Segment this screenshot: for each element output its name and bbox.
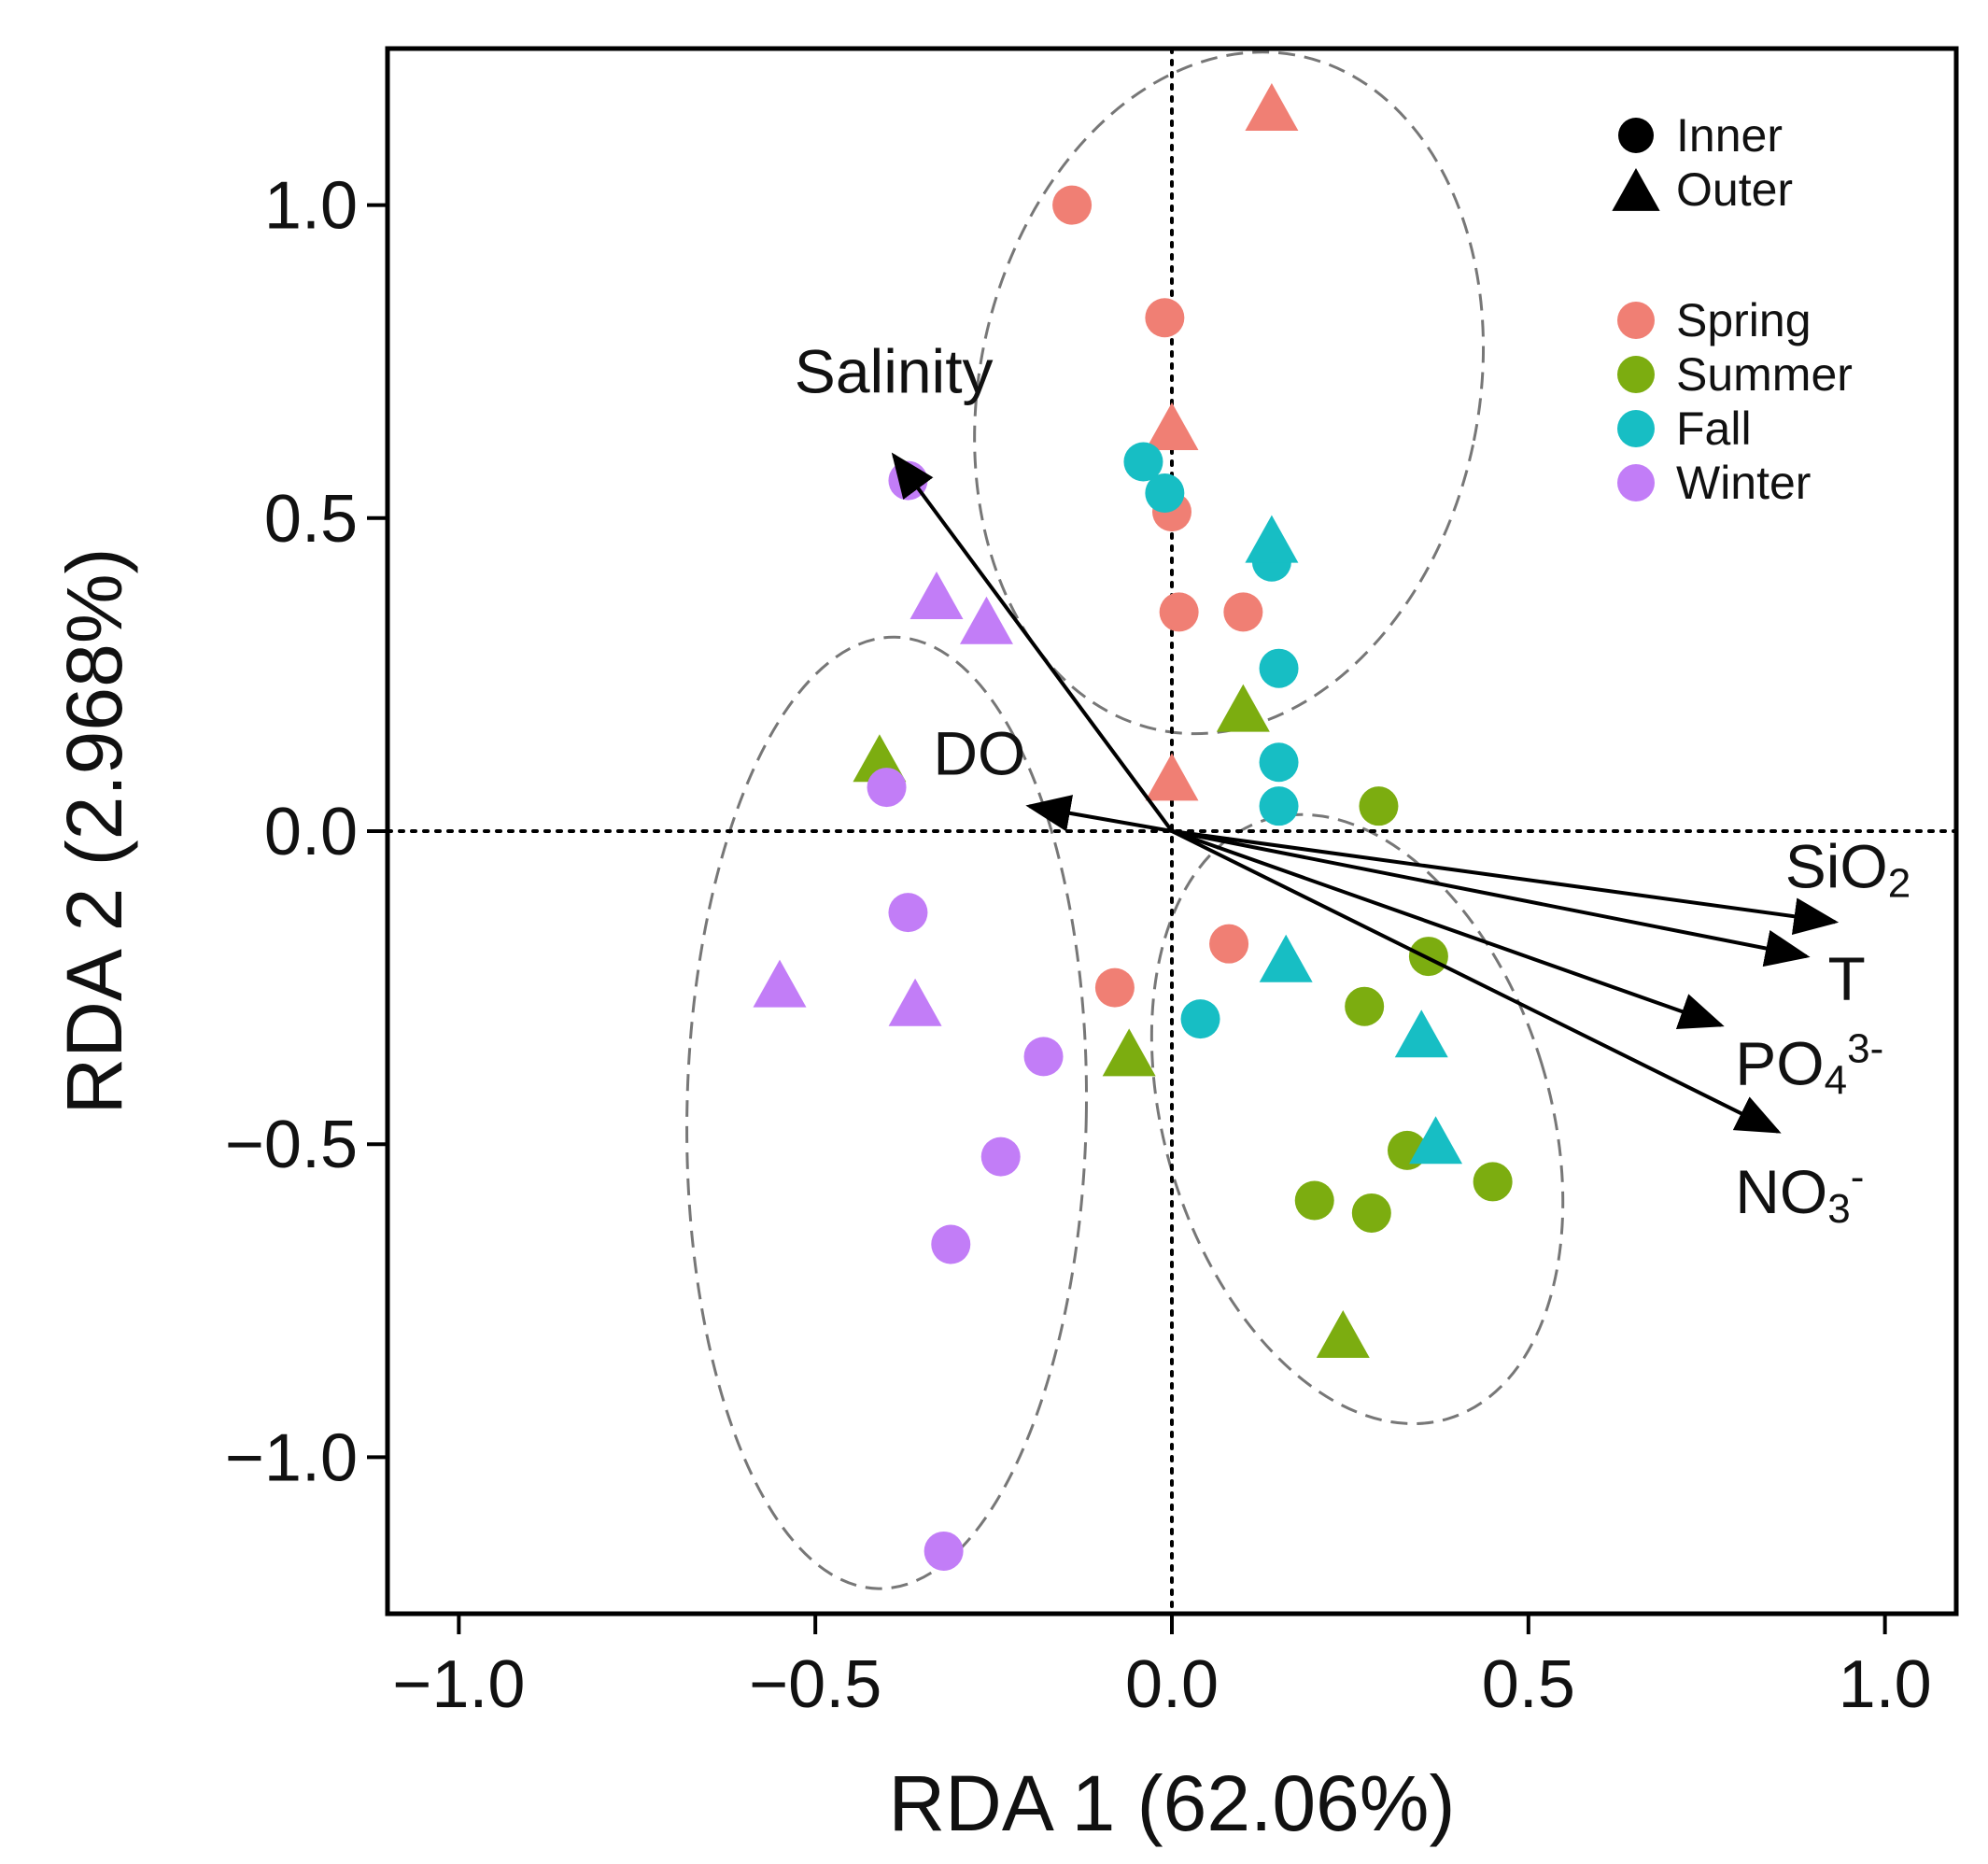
x-tick-label: −1.0 xyxy=(392,1647,525,1722)
legend-inner-label: Inner xyxy=(1676,109,1783,162)
point-spring-outer xyxy=(1145,753,1199,801)
arrows-layer: Salinity DO SiO2 T PO43- NO3- xyxy=(795,337,1910,1232)
legend-spring-label: Spring xyxy=(1676,294,1812,346)
legend-summer-swatch xyxy=(1617,356,1655,393)
legend-fall-label: Fall xyxy=(1676,402,1752,455)
point-spring-inner xyxy=(1052,185,1093,225)
arrow-label-po4: PO43- xyxy=(1735,1026,1883,1104)
y-tick-label: −0.5 xyxy=(225,1108,358,1182)
legend-outer-symbol xyxy=(1612,168,1660,211)
point-summer-outer xyxy=(1216,684,1270,732)
point-fall-inner xyxy=(1259,648,1299,688)
point-summer-inner xyxy=(1359,786,1399,826)
point-winter-inner xyxy=(931,1224,971,1264)
legend-spring-swatch xyxy=(1617,302,1655,339)
point-summer-inner xyxy=(1351,1193,1391,1233)
arrow-po4 xyxy=(1171,829,1725,1030)
x-tick-label: 0.0 xyxy=(1125,1647,1219,1722)
point-summer-inner xyxy=(1473,1162,1513,1202)
point-winter-outer xyxy=(753,959,807,1008)
point-winter-inner xyxy=(980,1137,1021,1177)
arrow-do xyxy=(1025,795,1173,833)
arrow-label-t: T xyxy=(1828,944,1866,1013)
point-fall-inner xyxy=(1259,786,1299,826)
point-fall-inner xyxy=(1180,999,1220,1039)
point-summer-inner xyxy=(1345,986,1385,1026)
x-tick-label: −0.5 xyxy=(749,1647,881,1722)
point-fall-outer xyxy=(1409,1116,1463,1165)
point-spring-inner xyxy=(1159,592,1199,632)
arrow-sio2 xyxy=(1171,829,1840,936)
y-tick-label: 1.0 xyxy=(264,169,358,244)
point-winter-inner xyxy=(1023,1037,1064,1077)
point-spring-inner xyxy=(1145,298,1185,338)
point-fall-inner xyxy=(1259,742,1299,783)
point-winter-inner xyxy=(888,893,928,933)
point-fall-inner xyxy=(1123,442,1163,482)
point-winter-inner xyxy=(867,768,907,808)
arrow-t xyxy=(1171,829,1811,967)
point-summer-inner xyxy=(1294,1180,1334,1221)
point-fall-outer xyxy=(1259,934,1313,982)
point-spring-inner xyxy=(1209,924,1249,964)
point-summer-outer xyxy=(1102,1028,1156,1077)
y-tick-label: 0.5 xyxy=(264,482,358,557)
point-winter-outer xyxy=(959,596,1013,644)
legend-outer-label: Outer xyxy=(1676,163,1793,216)
arrow-label-do: DO xyxy=(933,719,1025,788)
point-winter-outer xyxy=(888,978,942,1026)
legend-winter-swatch xyxy=(1617,464,1655,501)
point-spring-outer xyxy=(1145,402,1199,450)
point-fall-outer xyxy=(1245,515,1299,563)
axis-ticks: −1.0 −0.5 0.0 0.5 1.0 −1.0 −0.5 0.0 0.5 1.0 xyxy=(225,169,1932,1722)
y-tick-label: 0.0 xyxy=(264,795,358,869)
y-axis-title: RDA 2 (2.968%) xyxy=(50,548,138,1115)
point-spring-inner xyxy=(1223,592,1263,632)
legend-inner-symbol xyxy=(1618,118,1654,153)
point-winter-outer xyxy=(909,571,964,619)
arrow-label-no3: NO3- xyxy=(1735,1154,1864,1232)
arrow-label-sio2: SiO2 xyxy=(1785,831,1911,906)
arrow-label-salinity: Salinity xyxy=(795,337,994,406)
legend-fall-swatch xyxy=(1617,410,1655,447)
ellipse-spring-fall xyxy=(973,50,1486,736)
x-tick-label: 1.0 xyxy=(1839,1647,1932,1722)
point-winter-inner xyxy=(924,1531,964,1571)
ellipse-winter xyxy=(685,635,1089,1590)
legend-winter-label: Winter xyxy=(1676,457,1811,509)
ellipse-summer xyxy=(1149,812,1565,1426)
point-fall-outer xyxy=(1394,1010,1448,1058)
x-axis-title: RDA 1 (62.06%) xyxy=(889,1759,1456,1847)
y-tick-label: −1.0 xyxy=(225,1420,358,1495)
x-tick-label: 0.5 xyxy=(1482,1647,1575,1722)
point-fall-inner xyxy=(1145,473,1185,513)
arrow-no3 xyxy=(1171,829,1782,1134)
arrow-salinity xyxy=(891,452,1174,833)
point-spring-outer xyxy=(1245,83,1299,132)
points-layer xyxy=(753,83,1513,1571)
point-spring-inner xyxy=(1094,967,1135,1008)
point-summer-outer xyxy=(1316,1310,1370,1359)
legend-summer-label: Summer xyxy=(1676,348,1853,401)
